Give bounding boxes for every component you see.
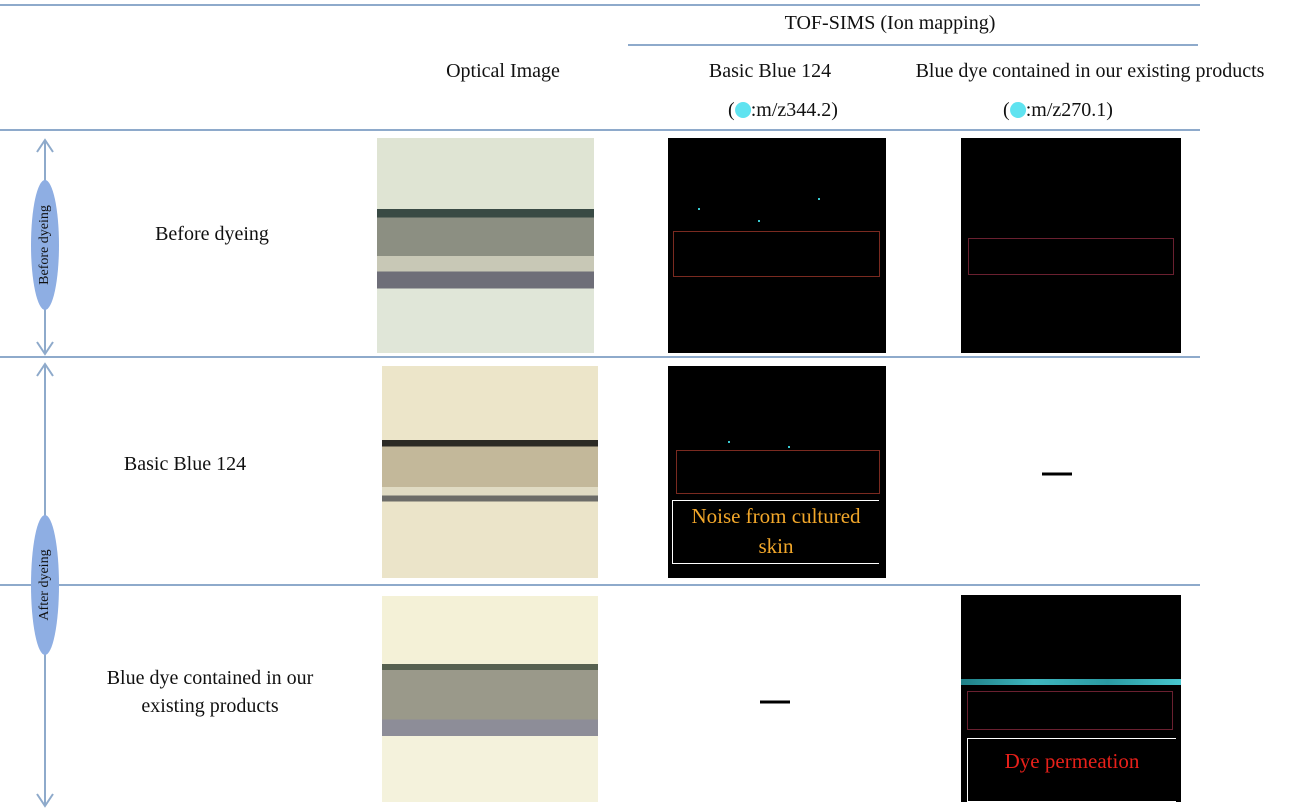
annotation: Noise from cultured skin: [673, 501, 879, 561]
side-badge: Before dyeing: [31, 180, 59, 310]
annotation: Dye permeation: [968, 741, 1176, 781]
annotation-box: Dye permeation: [967, 738, 1176, 802]
optical-image: [382, 596, 598, 802]
paren: (: [728, 99, 735, 121]
roi: [676, 450, 880, 494]
side-badge: After dyeing: [31, 515, 59, 655]
row-label: Basic Blue 124: [124, 453, 246, 476]
tof-image: [668, 138, 886, 353]
optical-image: [377, 138, 594, 353]
mz: :m/z344.2): [751, 99, 838, 121]
figure: Before dyeing After dyeing TOF-SIMS (Ion…: [0, 0, 1313, 809]
tof-image: [961, 138, 1181, 353]
side-label: Before dyeing: [37, 205, 53, 285]
dye-layer: [961, 679, 1181, 685]
column-header: Optical Image: [446, 60, 560, 83]
column-header: Blue dye contained in our existing produ…: [916, 60, 1265, 83]
side-label: After dyeing: [37, 549, 53, 620]
mz-label: ( :m/z270.1): [1003, 99, 1113, 122]
optical-image: [382, 366, 598, 578]
ion-dot: [818, 198, 820, 200]
mz: :m/z270.1): [1026, 99, 1113, 121]
row-label: Blue dye contained in our existing produ…: [90, 664, 330, 720]
roi: [673, 231, 880, 277]
row-label: Before dyeing: [155, 223, 269, 246]
ion-dot: [728, 441, 730, 443]
group-header: TOF-SIMS (Ion mapping): [785, 12, 996, 35]
ion-color: [735, 102, 751, 118]
column-header: Basic Blue 124: [709, 60, 831, 83]
roi: [968, 238, 1174, 275]
ion-color: [1010, 102, 1026, 118]
ion-dot: [788, 446, 790, 448]
mz-label: ( :m/z344.2): [728, 99, 838, 122]
roi: [967, 691, 1173, 730]
annotation-box: Noise from cultured skin: [672, 500, 879, 564]
ion-dot: [698, 208, 700, 210]
ion-dot: [758, 220, 760, 222]
paren: (: [1003, 99, 1010, 121]
